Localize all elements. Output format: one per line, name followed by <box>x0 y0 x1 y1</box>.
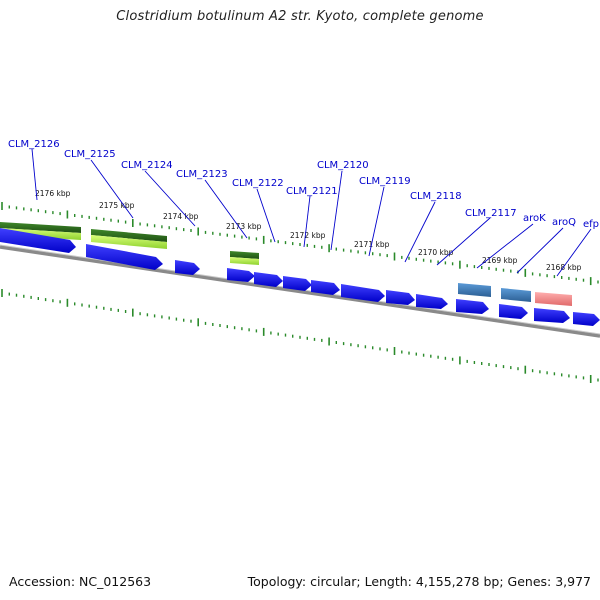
outer-tick-ring <box>1 289 599 383</box>
gene-arrow-clm-2126[interactable] <box>0 228 76 253</box>
leader-clm-2124 <box>144 170 196 227</box>
kbp-label-2168: 2168 kbp <box>546 263 582 272</box>
gene-label-clm-2125[interactable]: CLM_2125 <box>64 149 116 160</box>
feature-bands <box>0 222 572 306</box>
gene-arrow-clm-2121[interactable] <box>283 276 312 291</box>
gene-label-clm-2117[interactable]: CLM_2117 <box>465 208 517 219</box>
leader-clm-2125 <box>90 159 134 219</box>
gene-label-clm-2121[interactable]: CLM_2121 <box>286 186 338 197</box>
leader-clm-2119 <box>368 186 385 257</box>
gene-label-clm-2120[interactable]: CLM_2120 <box>317 160 369 171</box>
feature-band-clm-2122-light <box>230 257 259 265</box>
feature-band-arok <box>501 288 531 302</box>
gene-label-clm-2119[interactable]: CLM_2119 <box>359 176 411 187</box>
gene-label-clm-2126[interactable]: CLM_2126 <box>8 139 60 150</box>
kbp-label-2174: 2174 kbp <box>163 212 199 221</box>
feature-band-clm-2122-dark <box>230 251 259 259</box>
gene-labels: CLM_2126 CLM_2125 CLM_2124 CLM_2123 CLM_… <box>8 139 599 230</box>
feature-band-aroq <box>535 292 572 306</box>
gene-arrow-partial[interactable] <box>573 312 600 326</box>
leader-clm-2120 <box>330 170 343 251</box>
gene-arrows <box>0 228 600 326</box>
gene-label-clm-2118[interactable]: CLM_2118 <box>410 191 462 202</box>
leader-clm-2121 <box>303 195 311 248</box>
leader-clm-2126 <box>31 148 38 201</box>
gene-label-aroq[interactable]: aroQ <box>552 217 576 228</box>
gene-leader-lines <box>31 148 592 277</box>
gene-arrow-aroq[interactable] <box>499 304 528 319</box>
leader-clm-2118 <box>404 201 436 263</box>
gene-label-arok[interactable]: aroK <box>523 213 546 224</box>
inner-tick-ring <box>1 202 599 286</box>
gene-arrow-clm-2118[interactable] <box>386 290 415 305</box>
feature-band-clm-2126-dark <box>0 222 81 233</box>
leader-clm-2122 <box>256 188 276 243</box>
gene-arrow-clm-2120[interactable] <box>311 280 340 295</box>
genome-backbone <box>0 245 600 338</box>
feature-band-clm-2126-light <box>0 228 81 240</box>
genome-summary-text: Topology: circular; Length: 4,155,278 bp… <box>247 574 591 589</box>
kbp-label-2176: 2176 kbp <box>35 189 71 198</box>
accession-text: Accession: NC_012563 <box>9 574 152 589</box>
leader-efp <box>556 228 592 277</box>
gene-label-efp[interactable]: efp <box>583 219 599 230</box>
gene-arrow-efp[interactable] <box>534 308 570 323</box>
feature-band-clm-2117 <box>458 283 491 297</box>
feature-band-clm-2125-dark <box>91 229 167 242</box>
feature-band-clm-2125-light <box>91 235 167 249</box>
kbp-label-2170: 2170 kbp <box>418 248 454 257</box>
gene-arrow-clm-2123[interactable] <box>227 268 255 282</box>
gene-arrow-clm-2122[interactable] <box>254 272 283 287</box>
kbp-label-2172: 2172 kbp <box>290 231 326 240</box>
map-title: Clostridium botulinum A2 str. Kyoto, com… <box>116 9 484 24</box>
leader-clm-2123 <box>204 179 248 239</box>
kbp-label-2175: 2175 kbp <box>99 201 135 210</box>
gene-arrow-clm-2119[interactable] <box>341 284 385 302</box>
leader-arok <box>476 223 534 269</box>
gene-label-clm-2122[interactable]: CLM_2122 <box>232 178 284 189</box>
leader-clm-2117 <box>436 217 491 266</box>
gene-label-clm-2124[interactable]: CLM_2124 <box>121 160 173 171</box>
kbp-label-2169: 2169 kbp <box>482 256 518 265</box>
gene-arrow-clm-2125[interactable] <box>86 244 163 270</box>
kbp-label-2173: 2173 kbp <box>226 222 262 231</box>
gene-arrow-clm-2117[interactable] <box>416 294 448 309</box>
leader-aroq <box>516 227 564 274</box>
gene-arrow-clm-2124[interactable] <box>175 260 200 275</box>
gene-arrow-arok[interactable] <box>456 299 489 314</box>
gene-label-clm-2123[interactable]: CLM_2123 <box>176 169 228 180</box>
